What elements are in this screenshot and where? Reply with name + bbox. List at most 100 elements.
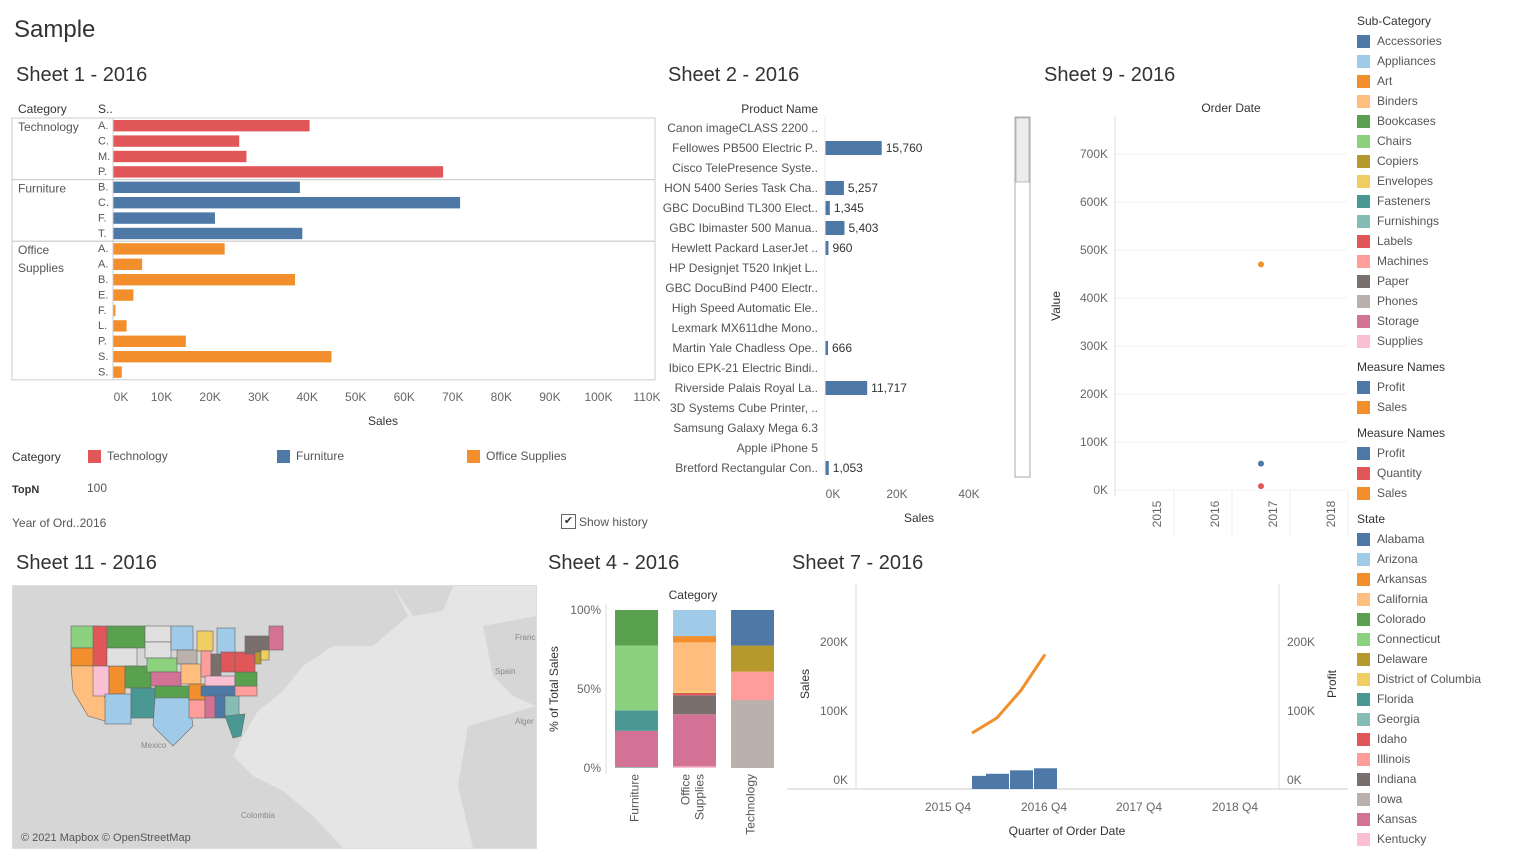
sheet4-segment-furnishings[interactable] (615, 767, 658, 768)
legend-subcategory-furnishings[interactable]: Furnishings (1357, 211, 1517, 231)
state-wisconsin[interactable] (196, 630, 214, 652)
sheet1-bar[interactable] (113, 366, 122, 378)
legend-subcategory-machines[interactable]: Machines (1357, 251, 1517, 271)
legend-technology[interactable]: Technology (88, 449, 168, 463)
state-maine[interactable] (268, 625, 284, 651)
state-utah[interactable] (108, 665, 126, 695)
sheet2-scrollbar-thumb[interactable] (1015, 117, 1030, 183)
sheet1-chart[interactable]: Category S.. Technology A. C. M. P. Furniture B.… (0, 96, 660, 436)
sheet4-segment-storage[interactable] (615, 730, 658, 768)
sheet4-segment-machines[interactable] (731, 671, 774, 701)
checkbox-icon[interactable]: ✔ (561, 514, 576, 529)
sheet4-segment-binders[interactable] (673, 642, 716, 692)
legend-subcategory-bookcases[interactable]: Bookcases (1357, 111, 1517, 131)
state-virginia[interactable] (234, 671, 258, 687)
state-montana[interactable] (106, 625, 146, 649)
sheet4-segment-accessories[interactable] (731, 610, 774, 646)
legend-state-arizona[interactable]: Arizona (1357, 549, 1517, 569)
state-nevada[interactable] (92, 665, 110, 697)
legend-measure-sales[interactable]: Sales (1357, 483, 1517, 503)
sheet2-bar[interactable] (825, 221, 845, 235)
legend-subcategory-accessories[interactable]: Accessories (1357, 31, 1517, 51)
legend-state-connecticut[interactable]: Connecticut (1357, 629, 1517, 649)
legend-subcategory-art[interactable]: Art (1357, 71, 1517, 91)
legend-measure-profit[interactable]: Profit (1357, 443, 1517, 463)
sheet7-profit-bar[interactable] (1034, 768, 1057, 789)
sheet4-segment-appliances[interactable] (673, 610, 716, 637)
legend-state-kentucky[interactable]: Kentucky (1357, 829, 1517, 849)
state-arizona[interactable] (104, 693, 132, 725)
state-south-dakota[interactable] (144, 641, 172, 659)
sheet1-bar[interactable] (113, 304, 116, 317)
sheet1-bar[interactable] (113, 351, 332, 363)
state-alabama[interactable] (214, 695, 226, 719)
state-oklahoma[interactable] (154, 685, 190, 699)
sheet7-chart[interactable]: 0K 100K 200K 0K 100K 200K 2015 Q4 2016 Q4 2017 Q… (785, 584, 1350, 856)
legend-subcategory-storage[interactable]: Storage (1357, 311, 1517, 331)
sheet11-map[interactable]: Mexico Spain Franc Alger Colombia © 2021… (12, 585, 537, 849)
legend-subcategory-envelopes[interactable]: Envelopes (1357, 171, 1517, 191)
sheet2-bar[interactable] (825, 181, 844, 195)
legend-measure-sales[interactable]: Sales (1357, 397, 1517, 417)
sheet2-bar[interactable] (825, 381, 868, 395)
legend-state-arkansas[interactable]: Arkansas (1357, 569, 1517, 589)
us-states[interactable] (70, 625, 284, 747)
year-filter[interactable]: Year of Ord..2016 (12, 516, 106, 530)
state-georgia[interactable] (224, 695, 240, 717)
legend-state-kansas[interactable]: Kansas (1357, 809, 1517, 829)
state-north-dakota[interactable] (144, 625, 172, 643)
sheet4-segment-copiers[interactable] (731, 645, 774, 672)
legend-subcategory-copiers[interactable]: Copiers (1357, 151, 1517, 171)
state-mississippi[interactable] (204, 695, 216, 719)
sheet4-segment-paper[interactable] (673, 695, 716, 715)
show-history-toggle[interactable]: ✔ Show history (561, 514, 648, 529)
legend-state-alabama[interactable]: Alabama (1357, 529, 1517, 549)
legend-subcategory-chairs[interactable]: Chairs (1357, 131, 1517, 151)
legend-state-indiana[interactable]: Indiana (1357, 769, 1517, 789)
legend-measure-quantity[interactable]: Quantity (1357, 463, 1517, 483)
sheet1-bar[interactable] (113, 197, 461, 209)
legend-office-supplies[interactable]: Office Supplies (467, 449, 567, 463)
sheet1-bar[interactable] (113, 274, 296, 286)
sheet4-segment-supplies[interactable] (673, 766, 716, 768)
sheet4-segment-storage[interactable] (673, 714, 716, 767)
state-kansas[interactable] (150, 671, 182, 687)
state-iowa[interactable] (176, 649, 198, 665)
sheet4-chart[interactable]: Category 0% 50% 100% Furniture Office Supplies… (540, 584, 780, 854)
legend-subcategory-fasteners[interactable]: Fasteners (1357, 191, 1517, 211)
sheet4-segment-art[interactable] (673, 636, 716, 643)
state-nebraska[interactable] (146, 657, 178, 673)
legend-state-illinois[interactable]: Illinois (1357, 749, 1517, 769)
legend-subcategory-labels[interactable]: Labels (1357, 231, 1517, 251)
sheet1-bar[interactable] (113, 320, 127, 332)
sheet1-bar[interactable] (113, 181, 300, 193)
sheet1-bar[interactable] (113, 212, 215, 224)
legend-state-florida[interactable]: Florida (1357, 689, 1517, 709)
state-tennessee[interactable] (200, 685, 238, 697)
sheet1-bar[interactable] (113, 243, 225, 255)
sheet2-chart[interactable]: Product Name Canon imageCLASS 2200 .. Fell… (655, 96, 1040, 536)
legend-state-delaware[interactable]: Delaware (1357, 649, 1517, 669)
legend-furniture[interactable]: Furniture (277, 449, 344, 463)
sheet2-bar[interactable] (825, 241, 829, 255)
sheet2-bar[interactable] (825, 201, 830, 215)
sheet4-segment-bookcases[interactable] (615, 610, 658, 646)
sheet1-bar[interactable] (113, 120, 310, 132)
state-ohio[interactable] (220, 651, 236, 673)
topn-value[interactable]: 100 (87, 481, 108, 495)
state-florida[interactable] (224, 713, 246, 739)
sheet1-bar[interactable] (113, 289, 134, 301)
map-canvas[interactable]: Mexico Spain Franc Alger Colombia (13, 586, 536, 848)
legend-subcategory-binders[interactable]: Binders (1357, 91, 1517, 111)
sheet2-scrollbar-track[interactable] (1014, 116, 1031, 478)
sheet1-bar[interactable] (113, 135, 240, 147)
legend-subcategory-appliances[interactable]: Appliances (1357, 51, 1517, 71)
sheet9-point-quantity[interactable] (1258, 483, 1264, 490)
sheet1-bar[interactable] (113, 150, 247, 163)
state-minnesota[interactable] (170, 625, 194, 651)
legend-subcategory-phones[interactable]: Phones (1357, 291, 1517, 311)
sheet2-bar[interactable] (825, 461, 829, 475)
legend-state-district-of-columbia[interactable]: District of Columbia (1357, 669, 1517, 689)
state-delaware[interactable] (254, 651, 262, 665)
state-connecticut[interactable] (260, 649, 270, 661)
